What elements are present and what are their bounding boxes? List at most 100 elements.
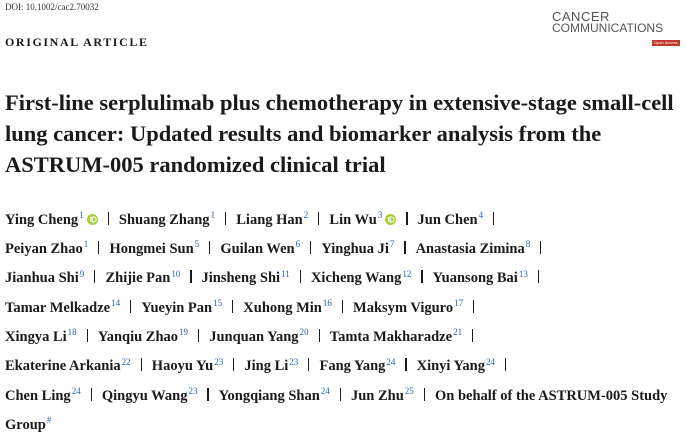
- affiliation: 9: [79, 268, 85, 279]
- author: Jun Zhu25: [350, 385, 414, 404]
- affiliation: 15: [213, 297, 223, 308]
- author: Anastasia Zimina8: [415, 239, 531, 258]
- separator: [473, 299, 475, 313]
- author: Yongqiang Shan24: [219, 386, 330, 404]
- separator: [130, 299, 132, 313]
- orcid-icon[interactable]: [385, 213, 397, 225]
- affiliation: 10: [171, 268, 181, 279]
- author: Jianhua Shi9: [5, 268, 85, 287]
- affiliation: 16: [322, 297, 332, 308]
- author: Yuansong Bai13: [433, 268, 528, 287]
- author-name: Tamar Melkadze: [5, 299, 111, 316]
- author: Junquan Yang20: [209, 327, 309, 346]
- affiliation: 12: [402, 268, 412, 279]
- author: Maksym Viguro17: [353, 297, 464, 316]
- author: Tamta Makharadze21: [329, 327, 463, 346]
- author-name: Tamta Makharadze: [329, 329, 453, 346]
- separator: [190, 270, 192, 284]
- author: Xuhong Min16: [243, 297, 332, 316]
- separator: [472, 329, 474, 343]
- author: Jun Chen4: [417, 210, 484, 228]
- orcid-icon[interactable]: [86, 213, 98, 225]
- separator: [310, 241, 312, 255]
- affiliation: 24: [386, 356, 396, 367]
- author: Tamar Melkadze14: [5, 297, 121, 316]
- separator: [423, 387, 425, 401]
- author: Haoyu Yu23: [151, 357, 223, 375]
- author: Guilan Wen6: [220, 239, 301, 258]
- separator: [140, 358, 142, 372]
- author: Xicheng Wang12: [311, 268, 412, 287]
- author: Yanqiu Zhao19: [98, 327, 188, 345]
- author: Xingya Li18: [5, 327, 77, 345]
- journal-logo: CANCER COMMUNICATIONS Open Access: [552, 10, 682, 46]
- affiliation: 7: [389, 239, 395, 250]
- affiliation: 3: [377, 210, 383, 220]
- separator: [299, 270, 301, 284]
- affiliation: 25: [404, 385, 414, 396]
- author-name: Ekaterine Arkania: [5, 358, 121, 375]
- separator: [493, 211, 495, 225]
- author-name: Maksym Viguro: [353, 299, 454, 316]
- affiliation: 24: [485, 356, 495, 367]
- affiliation: 14: [111, 297, 121, 308]
- author-name: Junquan Yang: [209, 329, 299, 346]
- author-list: Ying Cheng1 Shuang Zhang1 Liang Han2 Lin Wu…: [5, 203, 677, 438]
- affiliation: 1: [79, 210, 84, 220]
- affiliation: 24: [71, 385, 81, 396]
- author: Qingyu Wang23: [101, 386, 198, 404]
- affiliation: 20: [299, 327, 309, 338]
- separator: [318, 329, 320, 343]
- author: Hongmei Sun5: [109, 239, 200, 258]
- author-name: Qingyu Wang: [101, 387, 188, 404]
- separator: [318, 211, 320, 225]
- affiliation: 1: [210, 210, 216, 220]
- author-name: Chen Ling: [5, 387, 71, 404]
- separator: [209, 241, 211, 255]
- author-name: Guilan Wen: [220, 241, 295, 258]
- separator: [540, 241, 542, 255]
- author: Chen Ling24: [5, 385, 81, 404]
- author: Ying Cheng1: [5, 210, 98, 228]
- author-name: Hongmei Sun: [109, 241, 194, 258]
- author-name: Ying Cheng: [5, 211, 79, 228]
- separator: [405, 358, 407, 372]
- author: Lin Wu3: [329, 210, 397, 228]
- separator: [225, 211, 227, 225]
- affiliation: 1: [83, 239, 89, 250]
- affiliation: 17: [454, 297, 464, 308]
- affiliation: 21: [453, 327, 463, 338]
- author: Shuang Zhang1: [118, 210, 216, 228]
- author-name: Zhijie Pan: [105, 270, 171, 287]
- affiliation: 5: [194, 239, 200, 250]
- author-name: Anastasia Zimina: [415, 241, 525, 258]
- affiliation: 23: [289, 356, 299, 367]
- separator: [341, 299, 344, 313]
- title: First-line serplulimab plus chemotherapy…: [5, 90, 674, 177]
- affiliation: 18: [67, 327, 77, 338]
- separator: [404, 241, 406, 255]
- affiliation: 6: [295, 239, 301, 250]
- separator: [90, 387, 92, 401]
- author-name: Jun Chen: [417, 211, 478, 228]
- affiliation: 13: [518, 268, 528, 279]
- author-name: Yueyin Pan: [141, 299, 213, 316]
- author-name: Jianhua Shi: [5, 270, 79, 287]
- separator: [207, 387, 209, 401]
- affiliation: 8: [525, 239, 531, 250]
- author: Zhijie Pan10: [105, 268, 181, 287]
- author: Liang Han2: [236, 210, 308, 228]
- logo-line: COMMUNICATIONS: [552, 21, 664, 35]
- author: Yueyin Pan15: [141, 297, 223, 316]
- author-name: Shuang Zhang: [118, 211, 210, 228]
- separator: [339, 387, 341, 401]
- separator: [98, 241, 100, 255]
- author-name: Peiyan Zhao: [5, 241, 83, 258]
- author: Yinghua Ji7: [321, 239, 395, 257]
- author-name: Haoyu Yu: [151, 358, 214, 375]
- separator: [504, 358, 507, 372]
- doi: DOI: 10.1002/cac2.70032: [5, 2, 99, 12]
- separator: [406, 211, 408, 225]
- author-name: Jun Zhu: [350, 387, 404, 404]
- author: Xinyi Yang24: [417, 356, 495, 375]
